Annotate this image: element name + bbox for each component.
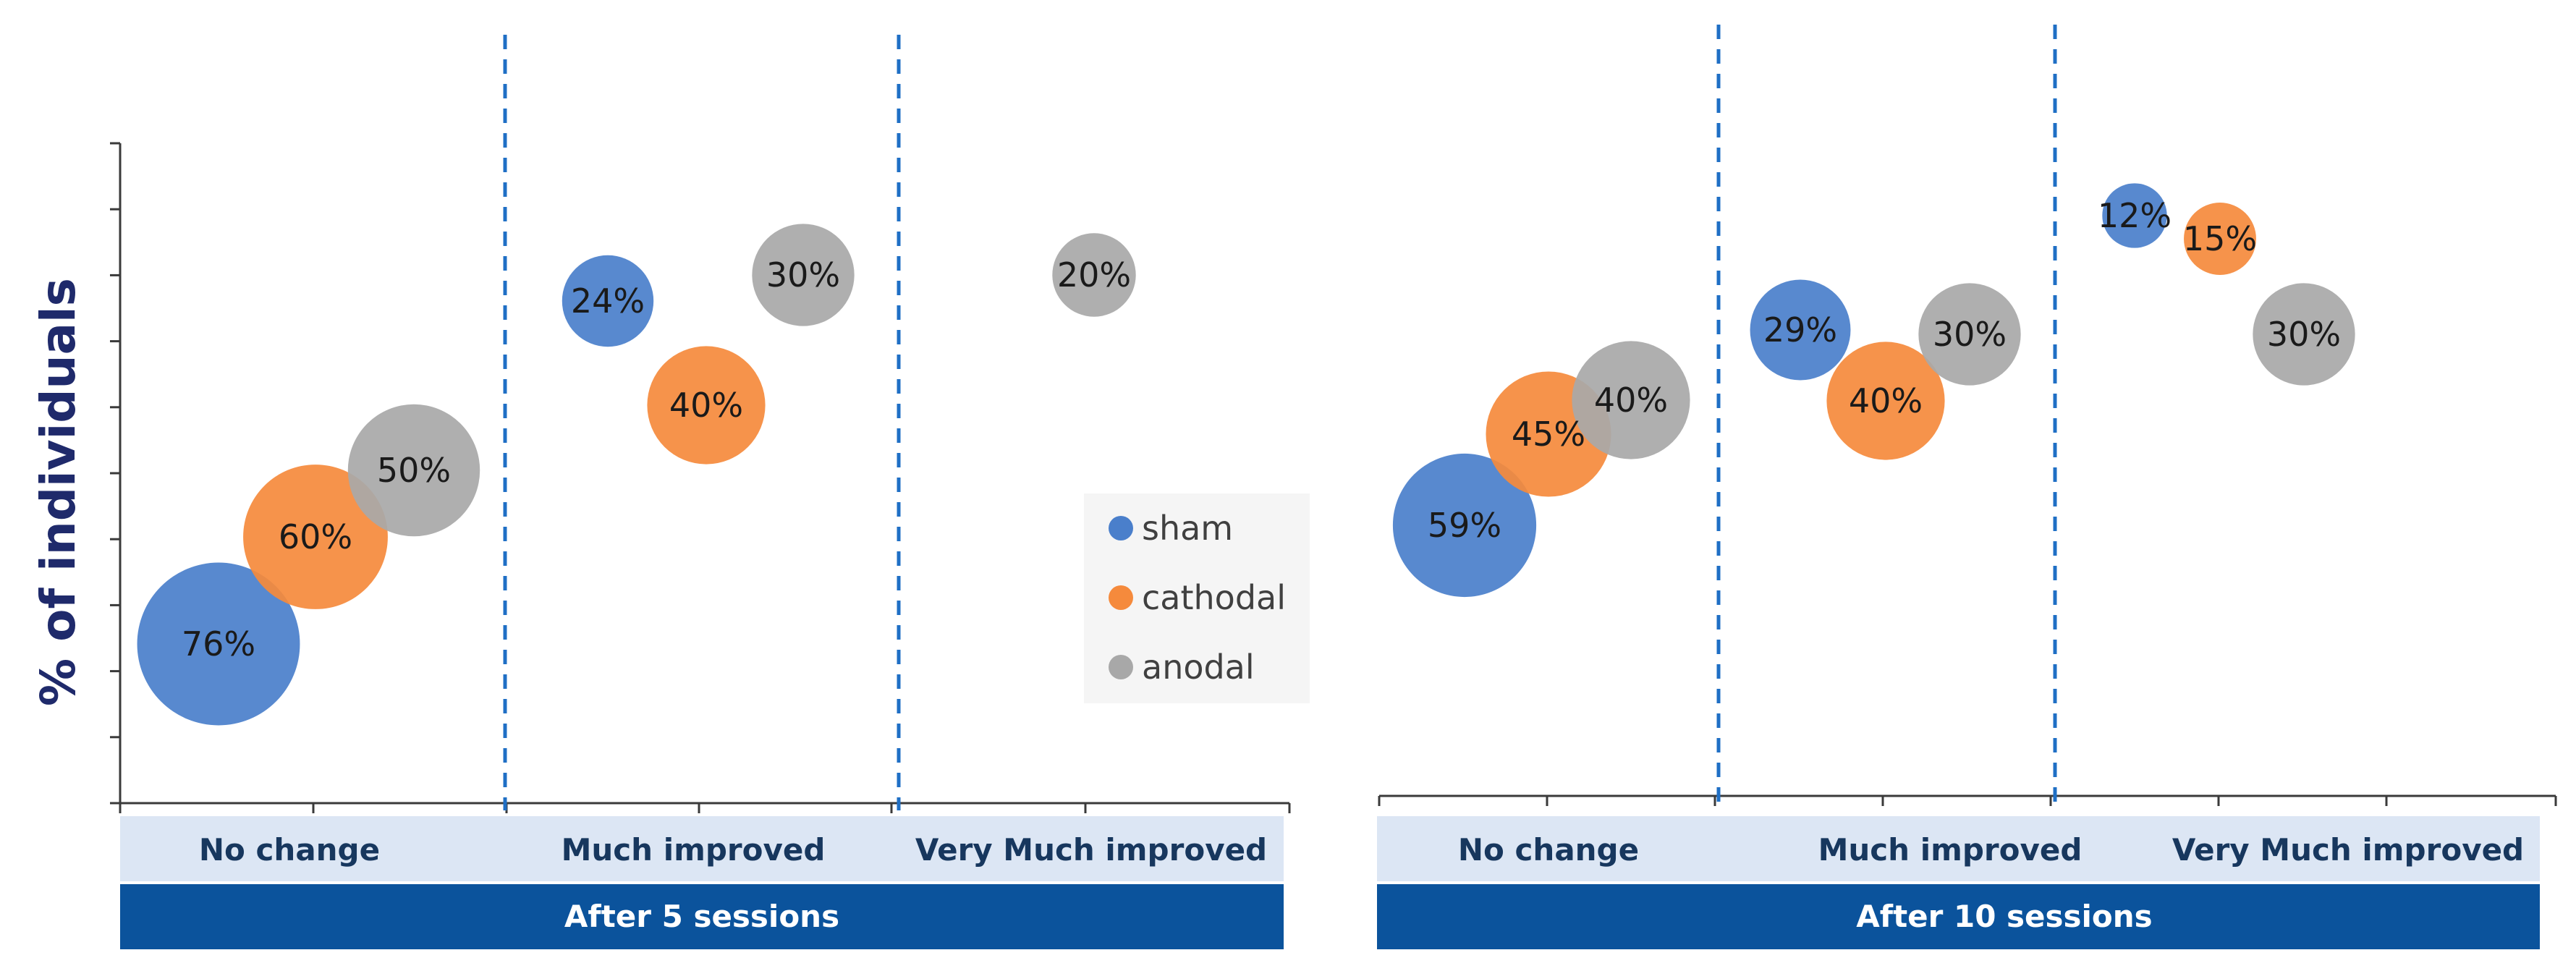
bubble-sham	[1392, 453, 1537, 598]
category-band	[120, 816, 1284, 881]
legend-label: anodal	[1142, 648, 1255, 687]
legend-marker-sham	[1109, 516, 1133, 540]
category-label: Much improved	[1818, 832, 2083, 868]
y-axis-ticks	[110, 142, 120, 805]
data-label: 20%	[1057, 255, 1131, 294]
x-axis-ticks	[119, 803, 1291, 813]
data-label: 15%	[2183, 219, 2257, 258]
data-label: 76%	[182, 624, 255, 663]
category-label: Much improved	[562, 832, 826, 868]
data-label: 30%	[766, 255, 840, 294]
group-label: After 5 sessions	[564, 899, 839, 934]
bubble-anodal	[1052, 233, 1136, 317]
data-label: 60%	[279, 517, 352, 556]
bubble-anodal	[347, 404, 480, 537]
category-label: No change	[1458, 832, 1639, 868]
legend-marker-anodal	[1109, 655, 1133, 679]
bubble-sham	[137, 562, 300, 726]
data-label: 29%	[1763, 310, 1837, 349]
bubble-cathodal	[243, 465, 388, 609]
data-label: 50%	[377, 451, 451, 490]
bubble-cathodal	[647, 346, 766, 465]
bubble-sham	[2102, 183, 2167, 248]
category-label: Very Much improved	[915, 832, 1267, 868]
data-label: 24%	[571, 281, 645, 321]
data-label: 40%	[669, 386, 743, 425]
category-band	[1377, 816, 2540, 881]
data-label: 45%	[1512, 415, 1585, 454]
data-label: 30%	[2267, 315, 2341, 354]
category-label: Very Much improved	[2172, 832, 2524, 868]
y-axis-label: % of individuals	[30, 278, 86, 706]
legend-marker-cathodal	[1109, 585, 1133, 610]
category-label: No change	[199, 832, 380, 868]
legend-label: sham	[1142, 509, 1233, 548]
data-label: 40%	[1849, 381, 1923, 420]
data-label: 59%	[1428, 506, 1501, 545]
panel-after-10-sessions: No change Much improved Very Much improv…	[1377, 25, 2557, 949]
bubble-anodal	[1918, 283, 2021, 386]
bubble-sham	[562, 255, 654, 347]
panel-after-5-sessions: No change Much improved Very Much improv…	[110, 35, 1291, 949]
x-axis-ticks	[1378, 796, 2557, 806]
bubble-sham	[1750, 279, 1851, 381]
bubble-cathodal	[1826, 342, 1945, 460]
data-label: 12%	[2098, 196, 2172, 235]
bubble-series-group: 76% 24% 60% 40% 50% 30% 20%	[137, 224, 1136, 726]
bubble-anodal	[1572, 341, 1690, 459]
data-label: 40%	[1594, 381, 1668, 420]
group-band	[1377, 884, 2540, 949]
group-band	[120, 884, 1284, 949]
group-label: After 10 sessions	[1856, 899, 2152, 934]
bubble-anodal	[752, 224, 855, 326]
data-label: 30%	[1933, 315, 2007, 354]
bubble-cathodal	[2184, 203, 2256, 275]
bubble-anodal	[2253, 283, 2355, 386]
bubble-series-group: 59%29%12%45%40%15%40%30% 30%	[1392, 183, 2355, 598]
legend: sham cathodal anodal	[1084, 493, 1310, 703]
legend-label: cathodal	[1142, 578, 1286, 617]
